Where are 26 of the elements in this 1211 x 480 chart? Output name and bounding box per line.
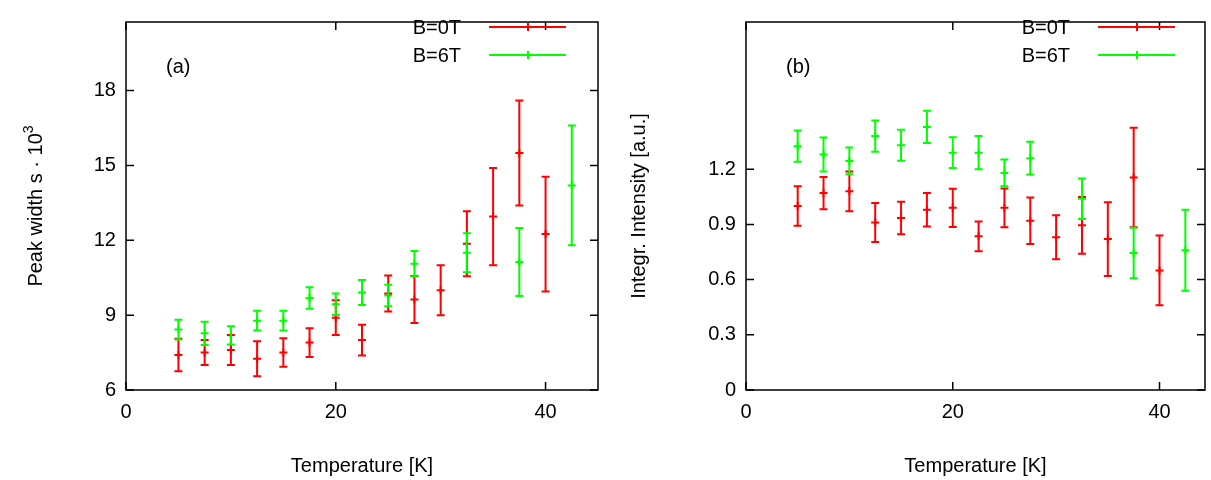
- y-tick-label: 0.3: [708, 322, 736, 345]
- legend-label: B=0T: [1021, 15, 1070, 40]
- y-tick-label: 12: [93, 227, 116, 250]
- y-axis-title: Integr. Intensity [a.u.]: [627, 113, 649, 299]
- y-axis-title: Peak width s · 103: [20, 125, 46, 287]
- y-tick-label: 15: [93, 152, 116, 175]
- y-tick-label: 18: [93, 78, 116, 101]
- y-tick-label: 0.9: [708, 211, 736, 234]
- annotation: (a): [166, 55, 191, 77]
- legend-label: B=6T: [1021, 43, 1070, 68]
- x-tick-label: 0: [120, 399, 132, 422]
- y-tick-label: 1.2: [708, 156, 736, 179]
- legend-label: B=0T: [412, 15, 461, 40]
- x-tick-label: 40: [1148, 399, 1171, 422]
- y-tick-label: 6: [104, 377, 116, 400]
- x-tick-label: 40: [534, 399, 557, 422]
- y-tick-label: 0.6: [708, 267, 736, 290]
- x-tick-label: 20: [941, 399, 964, 422]
- x-tick-label: 0: [740, 399, 752, 422]
- y-tick-label: 9: [104, 302, 116, 325]
- x-axis-title: Temperature [K]: [904, 454, 1047, 476]
- annotation: (b): [786, 55, 811, 77]
- x-axis-title: Temperature [K]: [290, 454, 434, 476]
- x-tick-label: 20: [324, 399, 347, 422]
- y-tick-label: 0: [724, 377, 736, 400]
- legend-label: B=6T: [412, 43, 461, 68]
